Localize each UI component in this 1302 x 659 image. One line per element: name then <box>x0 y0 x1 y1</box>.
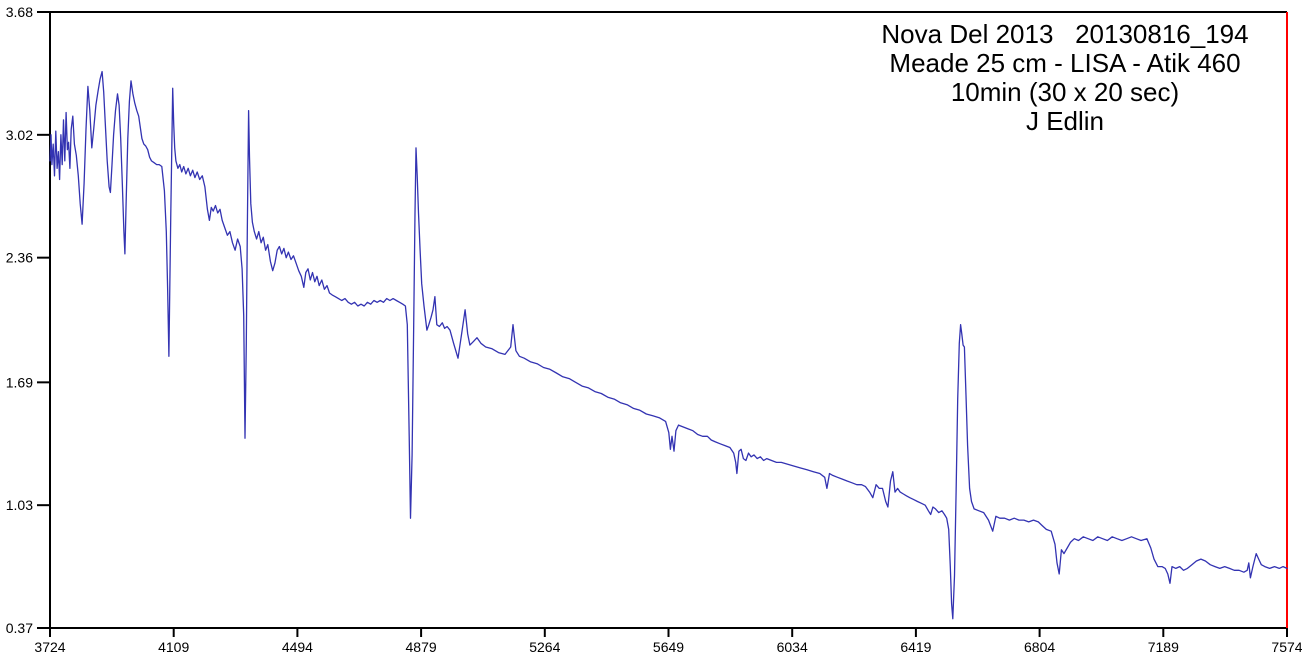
y-tick-label: 0.37 <box>6 620 33 636</box>
x-tick-label: 7574 <box>1271 639 1302 655</box>
x-tick-label: 3724 <box>34 639 65 655</box>
x-tick-label: 6419 <box>900 639 931 655</box>
x-tick-label: 5649 <box>653 639 684 655</box>
y-tick-label: 2.36 <box>6 250 33 266</box>
annotation-line-exposure: 10min (30 x 20 sec) <box>950 77 1180 107</box>
x-tick-label: 6804 <box>1024 639 1055 655</box>
x-tick-label: 5264 <box>529 639 560 655</box>
x-tick-label: 4109 <box>158 639 189 655</box>
y-tick-label: 3.68 <box>6 4 33 20</box>
annotation-line-object: Nova Del 2013 20130816_194 <box>881 19 1249 49</box>
spectrum-line <box>49 70 1288 620</box>
y-tick-label: 1.03 <box>6 497 33 513</box>
chart-annotation: Nova Del 2013 20130816_194 Meade 25 cm -… <box>880 20 1250 136</box>
y-tick-label: 1.69 <box>6 374 33 390</box>
x-axis-ticks: 3724 4109 4494 4879 5264 5649 6034 6419 6804 7189… <box>34 628 1302 655</box>
y-tick-label: 3.02 <box>6 127 33 143</box>
y-axis-ticks: 0.37 1.03 1.69 2.36 3.02 3.68 <box>6 4 50 636</box>
annotation-line-observer: J Edlin <box>1025 106 1105 136</box>
x-tick-label: 7189 <box>1148 639 1179 655</box>
x-tick-label: 6034 <box>777 639 808 655</box>
x-tick-label: 4494 <box>282 639 313 655</box>
x-tick-label: 4879 <box>406 639 437 655</box>
annotation-line-equipment: Meade 25 cm - LISA - Atik 460 <box>889 48 1241 78</box>
